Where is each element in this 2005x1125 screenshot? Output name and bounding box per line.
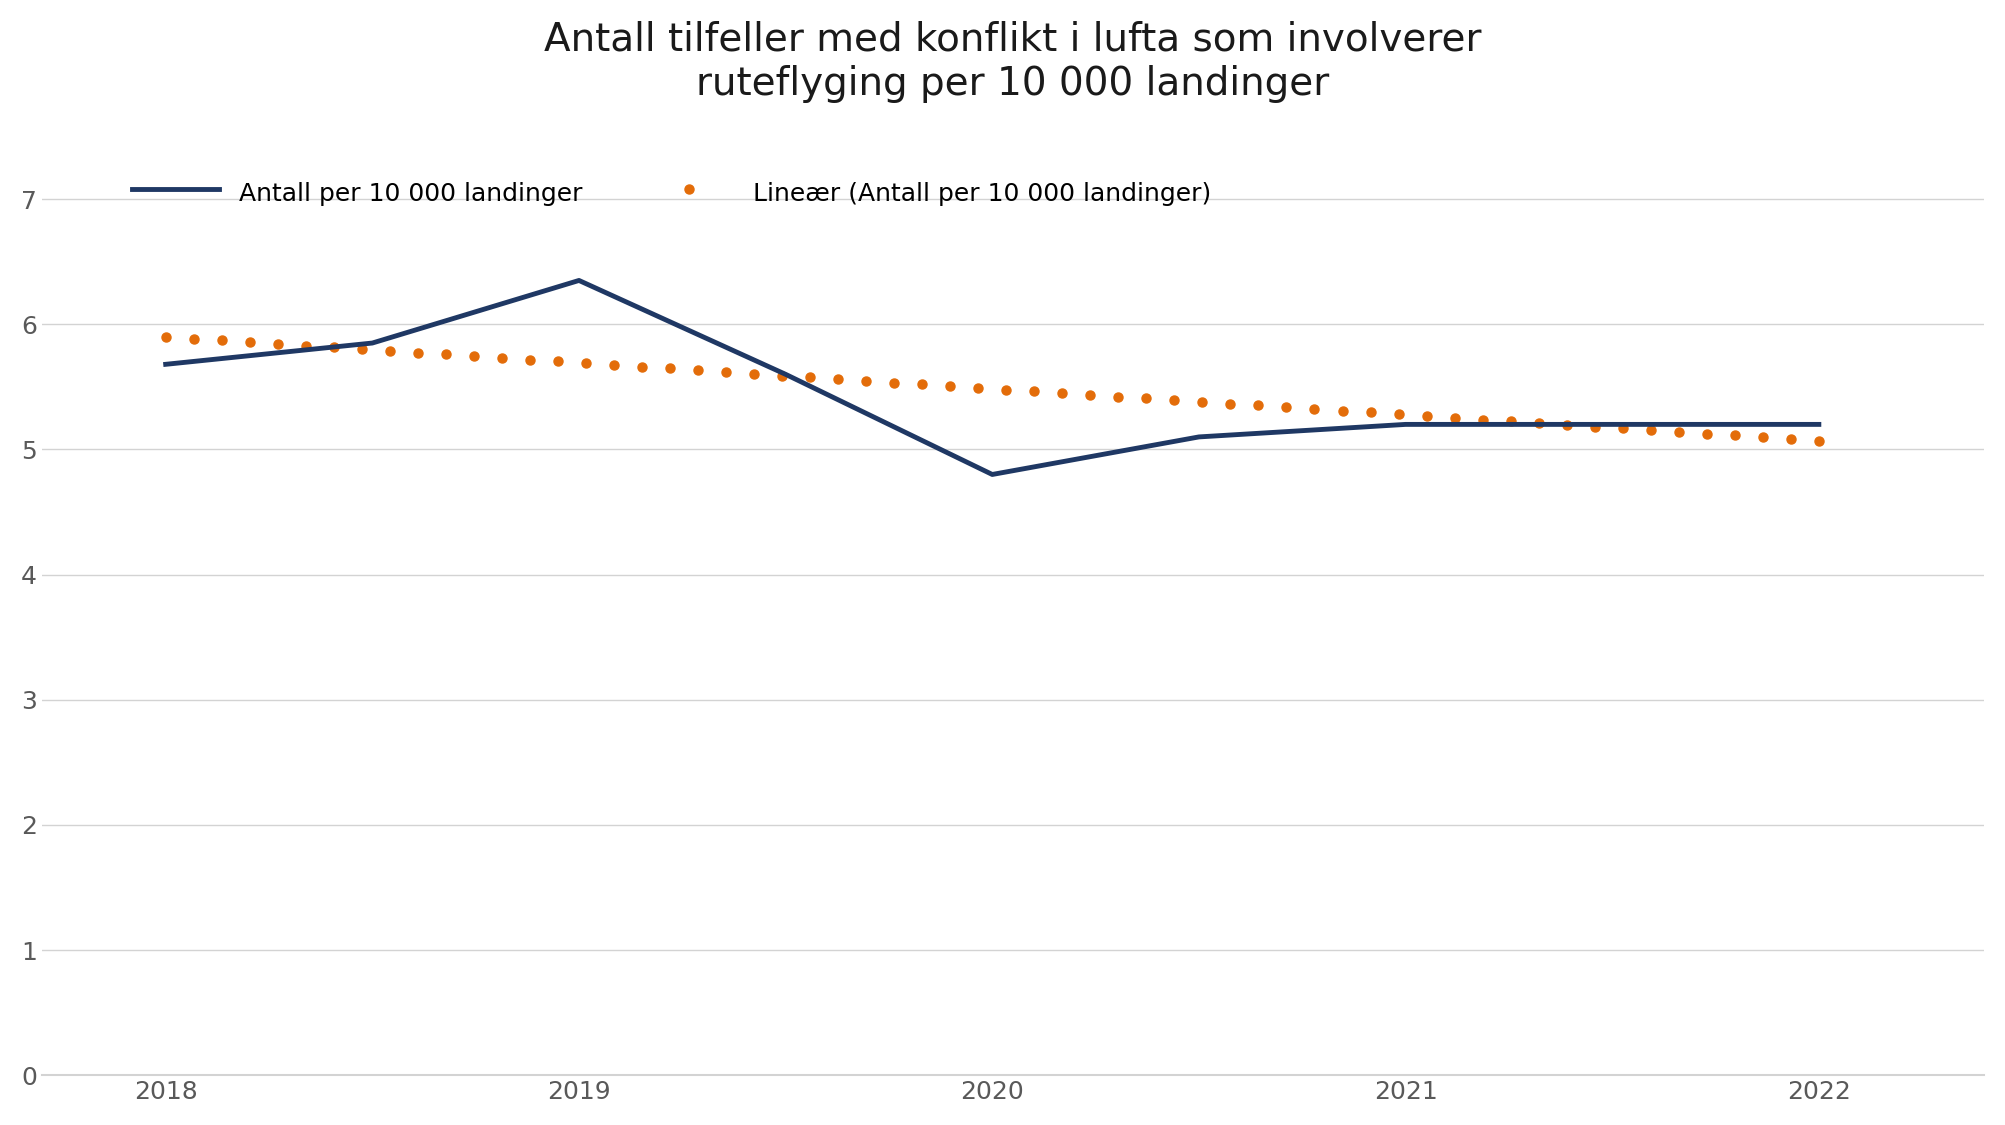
Legend: Antall per 10 000 landinger, Lineær (Antall per 10 000 landinger): Antall per 10 000 landinger, Lineær (Ant… bbox=[132, 177, 1211, 208]
Title: Antall tilfeller med konflikt i lufta som involverer
ruteflyging per 10 000 land: Antall tilfeller med konflikt i lufta so… bbox=[543, 21, 1482, 102]
